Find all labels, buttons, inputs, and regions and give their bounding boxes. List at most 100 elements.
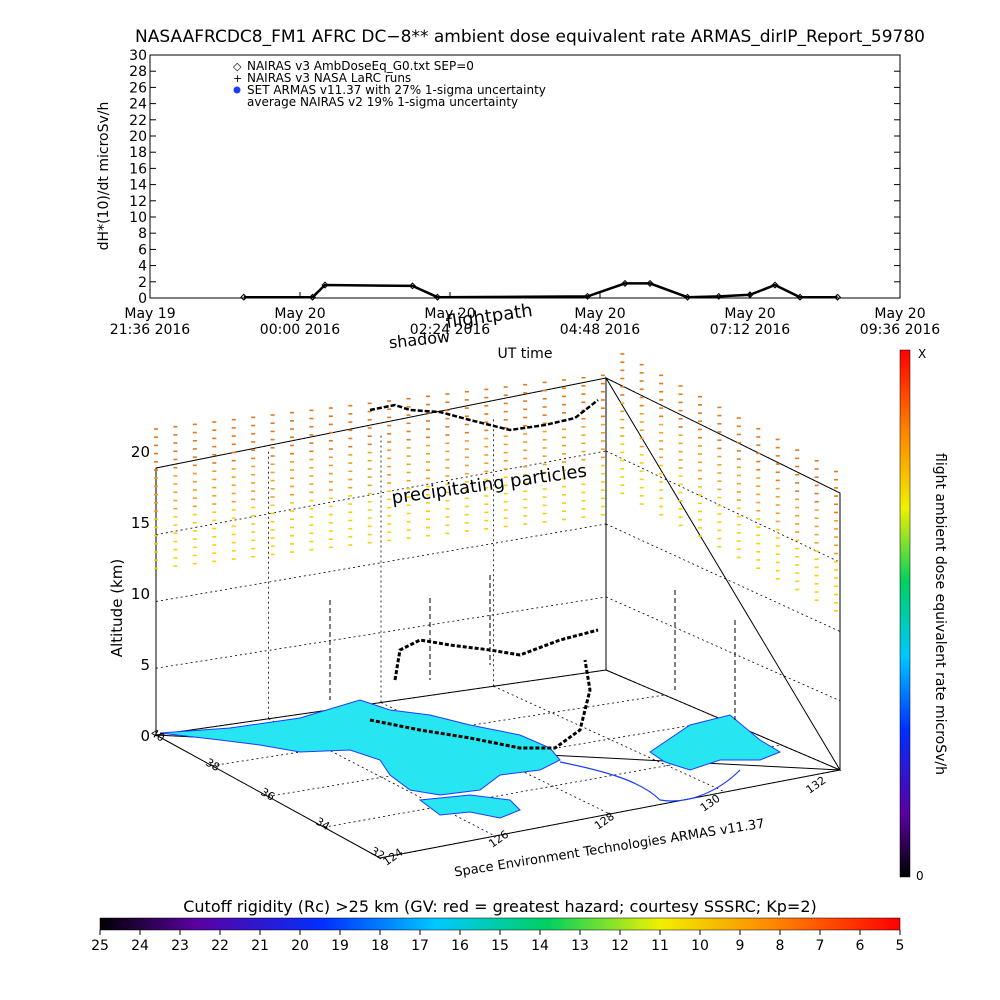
- lat-tick-label: 38: [203, 756, 222, 774]
- legend-symbol: +: [233, 72, 242, 85]
- x-tick-label: 21:36 2016: [110, 322, 191, 338]
- data-point: [746, 291, 754, 299]
- grid-line: [605, 377, 841, 494]
- island-landmass: [418, 794, 521, 819]
- x-tick-label: 07:12 2016: [710, 322, 791, 338]
- land-masses: [159, 699, 782, 819]
- colorbar-tick-label: 5: [896, 938, 905, 954]
- colorbar-label: flight ambient dose equivalent rate micr…: [932, 453, 948, 775]
- lat-tick-label: 34: [313, 815, 332, 833]
- lat-tick-label: 40: [148, 726, 167, 744]
- colorbar-tick-label: 22: [211, 938, 229, 954]
- japan-landmass: [649, 714, 782, 771]
- shadow-label: shadow: [388, 327, 451, 352]
- colorbar-tick-label: 6: [856, 938, 865, 954]
- colorbar-tick-label: 24: [131, 938, 149, 954]
- data-point: [240, 293, 248, 301]
- data-point: [433, 293, 442, 301]
- data-point: [408, 282, 417, 290]
- data-point: [308, 293, 317, 301]
- x-tick-label: May 20: [424, 306, 475, 322]
- y-tick-label: 24: [129, 97, 147, 113]
- shadow-track: [393, 628, 599, 681]
- x-tick-label: 00:00 2016: [260, 322, 341, 338]
- z-tick-label: 15: [131, 514, 150, 532]
- x-axis-label: UT time: [498, 346, 553, 362]
- plot-frame: [149, 54, 901, 299]
- y-tick-label: 14: [129, 178, 147, 194]
- colorbar-max-label: X: [918, 347, 926, 361]
- colorbar-tick-label: 18: [371, 938, 389, 954]
- colorbar-tick-label: 10: [691, 938, 709, 954]
- bottom-colorbar: Cutoff rigidity (Rc) >25 km (GV: red = g…: [91, 897, 904, 954]
- colorbar-tick-label: 21: [251, 938, 269, 954]
- z-axis-label: Altitude (km): [108, 559, 126, 657]
- x-tick-label: May 20: [574, 306, 625, 322]
- colorbar-tick-label: 20: [291, 938, 309, 954]
- grid-lines: [155, 377, 841, 859]
- lon-tick-label: 126: [486, 828, 511, 851]
- flightpath-line: [369, 399, 599, 432]
- data-point: [833, 293, 842, 301]
- colorbar-gradient: [899, 349, 911, 878]
- grid-line: [605, 450, 841, 563]
- grid-line: [155, 450, 607, 536]
- z-tick-label: 10: [131, 585, 150, 603]
- y-tick-label: 18: [129, 145, 147, 161]
- lat-tick-label: 36: [258, 785, 277, 803]
- colorbar-title: Cutoff rigidity (Rc) >25 km (GV: red = g…: [183, 897, 817, 916]
- credit-text: Space Environment Technologies ARMAS v11…: [453, 817, 765, 881]
- colorbar-min-label: 0: [916, 869, 924, 883]
- legend-label: average NAIRAS v2 19% 1-sigma uncertaint…: [247, 95, 518, 109]
- data-point: [321, 281, 329, 289]
- y-tick-label: 2: [138, 275, 147, 291]
- colorbar-gradient-horizontal: [99, 917, 901, 931]
- precipitating-particles-label: precipitating particles: [390, 460, 588, 508]
- right-colorbar: X 0 flight ambient dose equivalent rate …: [899, 347, 948, 883]
- floor-grid-line: [211, 694, 665, 767]
- colorbar-ticks: 25 24 23 22 21 20 19 18 17 16 15 14 13 12 11 10 9 8 7 6 5: [91, 930, 904, 954]
- x-tick-label: 04:48 2016: [560, 322, 641, 338]
- colorbar-tick-label: 13: [571, 938, 589, 954]
- data-point: [621, 279, 629, 287]
- grid-line: [155, 596, 607, 669]
- legend-label: NAIRAS v3 AmbDoseEq_G0.txt SEP=0: [247, 59, 474, 73]
- coastline: [559, 761, 741, 802]
- y-tick-label: 20: [129, 129, 147, 145]
- colorbar-tick-label: 8: [776, 938, 785, 954]
- x-tick-label: May 20: [274, 306, 325, 322]
- chart-title: NASAAFRCDC8_FM1 AFRC DC−8** ambient dose…: [135, 27, 925, 47]
- legend-symbol: ◇: [233, 60, 242, 73]
- x-tick-label: May 20: [724, 306, 775, 322]
- data-point: [715, 292, 723, 300]
- lat-axis-ticks: 40 38 36 34 32: [148, 726, 387, 862]
- lon-tick-label: 132: [804, 774, 829, 797]
- drop-lines: [329, 575, 736, 720]
- grid-line: [155, 377, 607, 469]
- colorbar-tick-label: 25: [91, 938, 109, 954]
- data-point: [583, 292, 592, 300]
- y-tick-label: 4: [138, 259, 147, 275]
- grid-line: [605, 523, 841, 632]
- z-tick-label: 20: [131, 443, 150, 461]
- floor-track: [369, 659, 592, 750]
- colorbar-tick-label: 7: [816, 938, 825, 954]
- legend-label: SET ARMAS v11.37 with 27% 1-sigma uncert…: [247, 83, 546, 97]
- y-axis-label: dH*(10)/dt microSv/h: [96, 102, 112, 251]
- grid-line: [155, 523, 607, 602]
- floor-grid-line: [379, 769, 841, 859]
- legend-symbol: [233, 86, 241, 94]
- y-tick-label: 22: [129, 113, 147, 129]
- colorbar-tick-label: 23: [171, 938, 189, 954]
- lat-tick-label: 32: [368, 844, 387, 862]
- x-tick-label: 02:24 2016: [410, 322, 491, 338]
- y-tick-label: 6: [138, 242, 147, 258]
- y-tick-label: 28: [129, 64, 147, 80]
- y-tick-label: 26: [129, 80, 147, 96]
- y-tick-label: 16: [129, 161, 147, 177]
- back-wall: [155, 377, 841, 771]
